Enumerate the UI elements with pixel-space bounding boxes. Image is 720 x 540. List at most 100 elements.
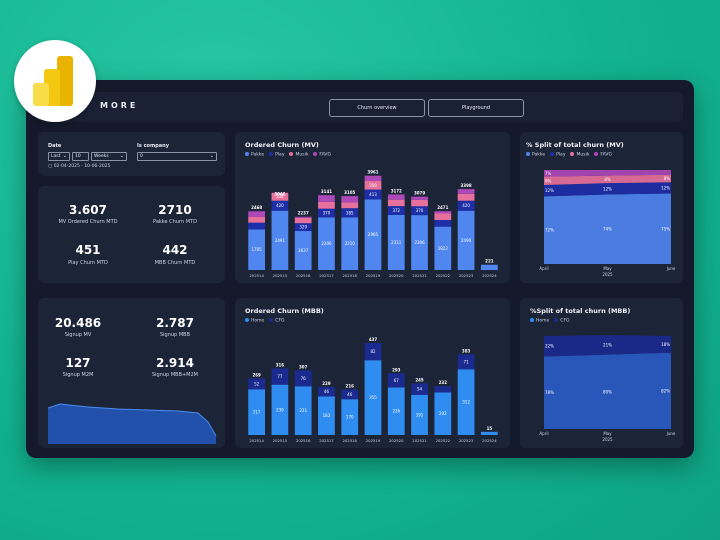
bar-cfg-202519 (364, 342, 382, 361)
mv-churn-card: Ordered Churn (MV) Pakke Play Musik FAVG… (235, 132, 510, 283)
bar-total-label: 437 (369, 337, 378, 342)
mv-churn-title: Ordered Churn (MV) (245, 141, 319, 149)
bar-play-202523 (457, 200, 475, 211)
bar-cfg-202521 (411, 383, 428, 395)
bar-pakke-202517 (318, 217, 335, 270)
bar-value-label: 231 (299, 408, 307, 413)
area-value-label: 82% (661, 388, 670, 393)
x-tick-label: April (539, 266, 548, 271)
bar-home-202523 (457, 369, 475, 435)
legend-dot-icon (526, 152, 530, 156)
bar-musik-202518 (341, 202, 359, 209)
nav-churn-overview-button[interactable]: Churn overview (329, 99, 425, 117)
area-home (544, 352, 671, 429)
kpi-play-churn-value: 451 (75, 243, 101, 257)
bar-total-label: 3172 (391, 188, 402, 193)
legend-dot-icon (570, 152, 575, 156)
bar-value-label: 170 (346, 415, 354, 420)
powerbi-logo-icon (33, 56, 73, 106)
bar-remainder-202521 (411, 196, 428, 200)
bar-value-label: 359 (369, 183, 377, 188)
period-count-input[interactable]: 10 (72, 152, 89, 161)
bar-musik-202520 (387, 199, 405, 207)
area-value-label: 80% (603, 389, 612, 394)
x-tick-label: 202516 (296, 438, 311, 443)
bar-value-label: 370 (416, 208, 424, 213)
legend-play-label: Play (556, 152, 566, 158)
bar-pakke-202518 (341, 217, 359, 270)
mbb-churn-card: Ordered Churn (MBB) Home CFG 217 52 269 202… (235, 298, 510, 448)
legend-home-label: Home (536, 318, 550, 324)
legend-cfg: CFG (269, 318, 285, 324)
legend-musik-label: Musik (295, 152, 309, 158)
x-year-label: 2025 (602, 272, 613, 277)
bar-pakke-202521 (411, 215, 428, 270)
bar-pakke-202519 (364, 199, 382, 270)
bar-value-label: 1637 (298, 248, 309, 253)
x-tick-label: 202523 (459, 273, 474, 278)
company-value: 0 (140, 154, 143, 159)
period-mode-select[interactable]: Last ⌄ (48, 152, 70, 161)
bar-value-label: 226 (392, 409, 400, 414)
area-favg (544, 170, 671, 177)
area-value-label: 21% (603, 342, 612, 347)
legend-musik: Musik (570, 152, 589, 158)
kpi-signup-m2m-value: 127 (65, 356, 91, 370)
bar-total-label: 2468 (251, 205, 262, 210)
area-value-label: 18% (661, 342, 670, 347)
legend-pakke: Pakke (526, 152, 545, 158)
bar-value-label: 52 (254, 381, 260, 386)
company-select[interactable]: 0 ⌄ (137, 152, 217, 161)
bar-cfg-202514 (248, 378, 266, 390)
bar-cfg-202520 (387, 373, 405, 388)
area-cfg (544, 335, 671, 357)
bar-value-label: 413 (369, 192, 377, 197)
x-tick-label: 202524 (482, 438, 497, 443)
bar-value-label: 2490 (461, 238, 472, 243)
legend-dot-icon (594, 152, 599, 156)
x-tick-label: 202522 (436, 438, 451, 443)
legend-play-label: Play (275, 152, 285, 158)
bar-value-label: 54 (417, 387, 423, 392)
bar-value-label: 82 (370, 349, 376, 354)
bar-pakke-202514 (248, 229, 266, 270)
legend-play: Play (550, 152, 565, 158)
period-unit-select[interactable]: Weeks ⌄ (91, 152, 127, 161)
x-tick-label: 202520 (389, 438, 404, 443)
x-tick-label: June (666, 266, 676, 271)
x-tick-label: 202521 (412, 438, 427, 443)
bar-value-label: 312 (462, 400, 470, 405)
bar-home-202518 (341, 399, 359, 435)
top-bar: MORE Churn overview Playground (38, 92, 683, 122)
bar-value-label: 2206 (321, 241, 332, 246)
bar-total-label: 2471 (437, 205, 448, 210)
legend-home-label: Home (251, 318, 265, 324)
bar-total-label: 245 (415, 377, 424, 382)
legend-favg: FAVG (313, 152, 331, 158)
x-tick-label: 202514 (249, 273, 264, 278)
bar-value-label: 334 (276, 194, 284, 199)
bar-play-202517 (318, 208, 335, 218)
bar-total-label: 269 (252, 372, 261, 377)
legend-favg-label: FAVG (600, 152, 612, 158)
kpi-signup-mbb-label: Signup MBB (159, 332, 190, 338)
legend-favg: FAVG (594, 152, 612, 158)
bar-total-label: 3105 (344, 190, 355, 195)
legend-dot-icon (245, 318, 249, 322)
mv-split-title: % Split of total churn (MV) (526, 141, 624, 149)
bar-total-label: 2237 (298, 211, 309, 216)
nav-playground-button[interactable]: Playground (428, 99, 524, 117)
date-filter-label: Date (48, 143, 62, 149)
bar-home-202515 (271, 384, 289, 435)
kpi-pakke-churn-value: 2710 (158, 203, 192, 217)
x-tick-label: 202518 (342, 438, 357, 443)
bar-total-label: 293 (392, 367, 401, 372)
chevron-down-icon: ⌄ (209, 153, 214, 159)
mv-split-chart: 72% 74% 75% 12% 12% 12% 9% 8% 8% 7% April May June 20… (539, 170, 676, 277)
bar-value-label: 67 (394, 378, 400, 383)
bar-value-label: 355 (369, 395, 377, 400)
chevron-down-icon: ⌄ (62, 153, 67, 159)
kpi-pakke-churn-label: Pakke Churn MTD (153, 219, 197, 225)
bar-play-202514 (248, 222, 266, 230)
bar-total-label: 232 (439, 380, 448, 385)
